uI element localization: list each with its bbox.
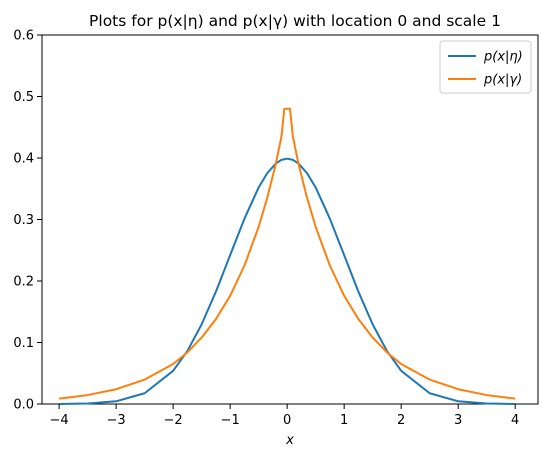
x-tick-label: 3 xyxy=(454,413,462,428)
x-axis-ticks: −4 −3 −2 −1 0 1 2 3 4 xyxy=(50,404,519,428)
x-tick-label: −4 xyxy=(50,413,69,428)
plot-area: −4 −3 −2 −1 0 1 2 3 4 0.0 0.1 0.2 0.3 0.4 0.5 0.6 xyxy=(13,29,539,428)
x-tick-label: −3 xyxy=(107,413,126,428)
x-tick-label: 4 xyxy=(511,413,519,428)
y-tick-label: 0.4 xyxy=(13,152,34,167)
x-tick-label: 1 xyxy=(340,413,348,428)
y-tick-label: 0.2 xyxy=(13,275,34,290)
legend-label-gamma: p(x|γ) xyxy=(483,73,522,88)
x-tick-label: 0 xyxy=(283,413,291,428)
legend-label-eta: p(x|η) xyxy=(483,50,523,65)
x-tick-label: 2 xyxy=(397,413,405,428)
chart-title: Plots for p(x|η) and p(x|γ) with locatio… xyxy=(89,12,501,30)
legend: p(x|η) p(x|γ) xyxy=(439,40,532,94)
y-tick-label: 0.3 xyxy=(13,213,34,228)
series-line-gamma xyxy=(58,107,516,400)
x-tick-label: −2 xyxy=(164,413,183,428)
y-tick-label: 0.6 xyxy=(13,29,34,44)
y-tick-label: 0.1 xyxy=(13,336,34,351)
x-tick-label: −1 xyxy=(221,413,240,428)
y-tick-label: 0.5 xyxy=(13,90,34,105)
series-layer xyxy=(58,107,516,405)
x-axis-label: x xyxy=(285,433,294,448)
y-tick-label: 0.0 xyxy=(13,398,34,413)
series-line-eta xyxy=(59,157,516,405)
y-axis-ticks: 0.0 0.1 0.2 0.3 0.4 0.5 0.6 xyxy=(13,29,42,413)
